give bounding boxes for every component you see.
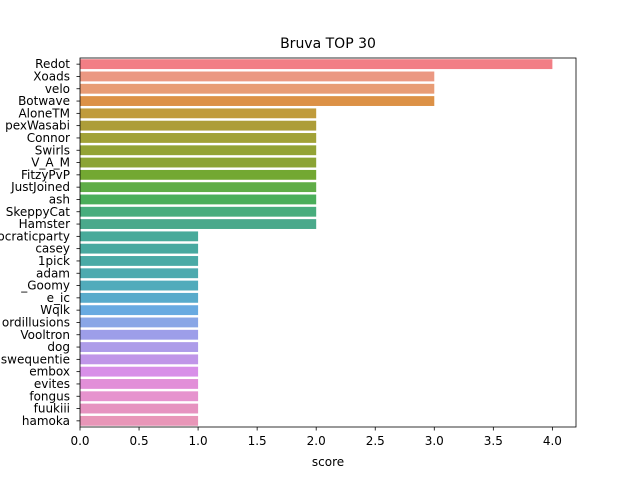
bar [80, 59, 553, 70]
y-tick-label: fuukiii [34, 402, 70, 416]
bar [80, 256, 199, 266]
y-tick-label: AloneTM [18, 106, 70, 120]
bar [80, 231, 199, 242]
y-tick-label: ash [49, 192, 70, 206]
bar [80, 206, 317, 217]
bar [80, 182, 317, 193]
bar [80, 354, 199, 365]
y-tick-label: V_A_M [31, 156, 70, 170]
bar [80, 366, 199, 377]
y-tick-label: hamoka [22, 414, 70, 428]
bar [80, 96, 435, 106]
y-tick-label: velo [45, 82, 70, 96]
y-tick-label: 1pick [38, 254, 70, 268]
x-tick-label: 3.0 [425, 434, 444, 448]
y-tick-label: adam [36, 266, 70, 280]
y-tick-label: Redot [35, 57, 70, 71]
y-tick-label: Xoads [33, 69, 70, 83]
bar [80, 391, 199, 402]
y-tick-label: Botwave [18, 94, 70, 108]
x-ticks: 0.0 0.5 1.0 1.5 2.0 2.5 3.0 3.5 4.0 [70, 427, 562, 448]
bar [80, 219, 317, 229]
bar [80, 157, 317, 168]
bar [80, 169, 317, 180]
y-tick-label: Wqlk [40, 303, 70, 317]
bar [80, 268, 199, 279]
y-tick-label: Hamster [19, 217, 70, 231]
bar [80, 403, 199, 414]
x-tick-label: 0.5 [130, 434, 149, 448]
y-tick-label: JustJoined [10, 180, 70, 194]
x-tick-label: 4.0 [543, 434, 562, 448]
x-tick-label: 1.5 [248, 434, 267, 448]
bar [80, 317, 199, 328]
x-tick-label: 1.0 [189, 434, 208, 448]
y-tick-labels: RedotXoadsveloBotwaveAloneTMpexWasabiCon… [0, 57, 80, 428]
y-tick-label: ordillusions [2, 315, 70, 329]
bar [80, 329, 199, 340]
bar [80, 145, 317, 156]
bar [80, 133, 317, 143]
x-tick-label: 0.0 [70, 434, 89, 448]
x-axis-label: score [312, 455, 344, 469]
y-tick-label: _Goomy [20, 279, 70, 293]
bar [80, 243, 199, 254]
bar [80, 415, 199, 426]
y-tick-label: swequentie [1, 352, 70, 366]
bar [80, 108, 317, 119]
chart-title: Bruva TOP 30 [280, 36, 376, 52]
bar [80, 292, 199, 303]
bar [80, 194, 317, 205]
y-tick-label: FitzyPvP [21, 168, 70, 182]
bars-group [80, 59, 553, 426]
x-tick-label: 2.0 [307, 434, 326, 448]
bar [80, 120, 317, 131]
bar [80, 83, 435, 94]
y-tick-label: dog [47, 340, 70, 354]
bar [80, 71, 435, 82]
x-tick-label: 3.5 [484, 434, 503, 448]
y-tick-label: Vooltron [20, 328, 70, 342]
y-tick-label: Swirls [35, 143, 70, 157]
bar [80, 305, 199, 316]
y-tick-label: fongus [29, 389, 70, 403]
y-tick-label: embox [29, 365, 70, 379]
bar [80, 379, 199, 389]
plot-frame [79, 57, 577, 428]
y-tick-label: SkeppyCat [6, 205, 71, 219]
y-tick-label: ocraticparty [0, 229, 70, 243]
x-tick-label: 2.5 [366, 434, 385, 448]
y-tick-label: pexWasabi [5, 119, 70, 133]
bar [80, 280, 199, 291]
y-tick-label: evites [34, 377, 70, 391]
y-tick-label: casey [35, 242, 70, 256]
y-tick-label: e_ic [47, 291, 70, 305]
bar [80, 342, 199, 352]
y-tick-label: Connor [27, 131, 70, 145]
